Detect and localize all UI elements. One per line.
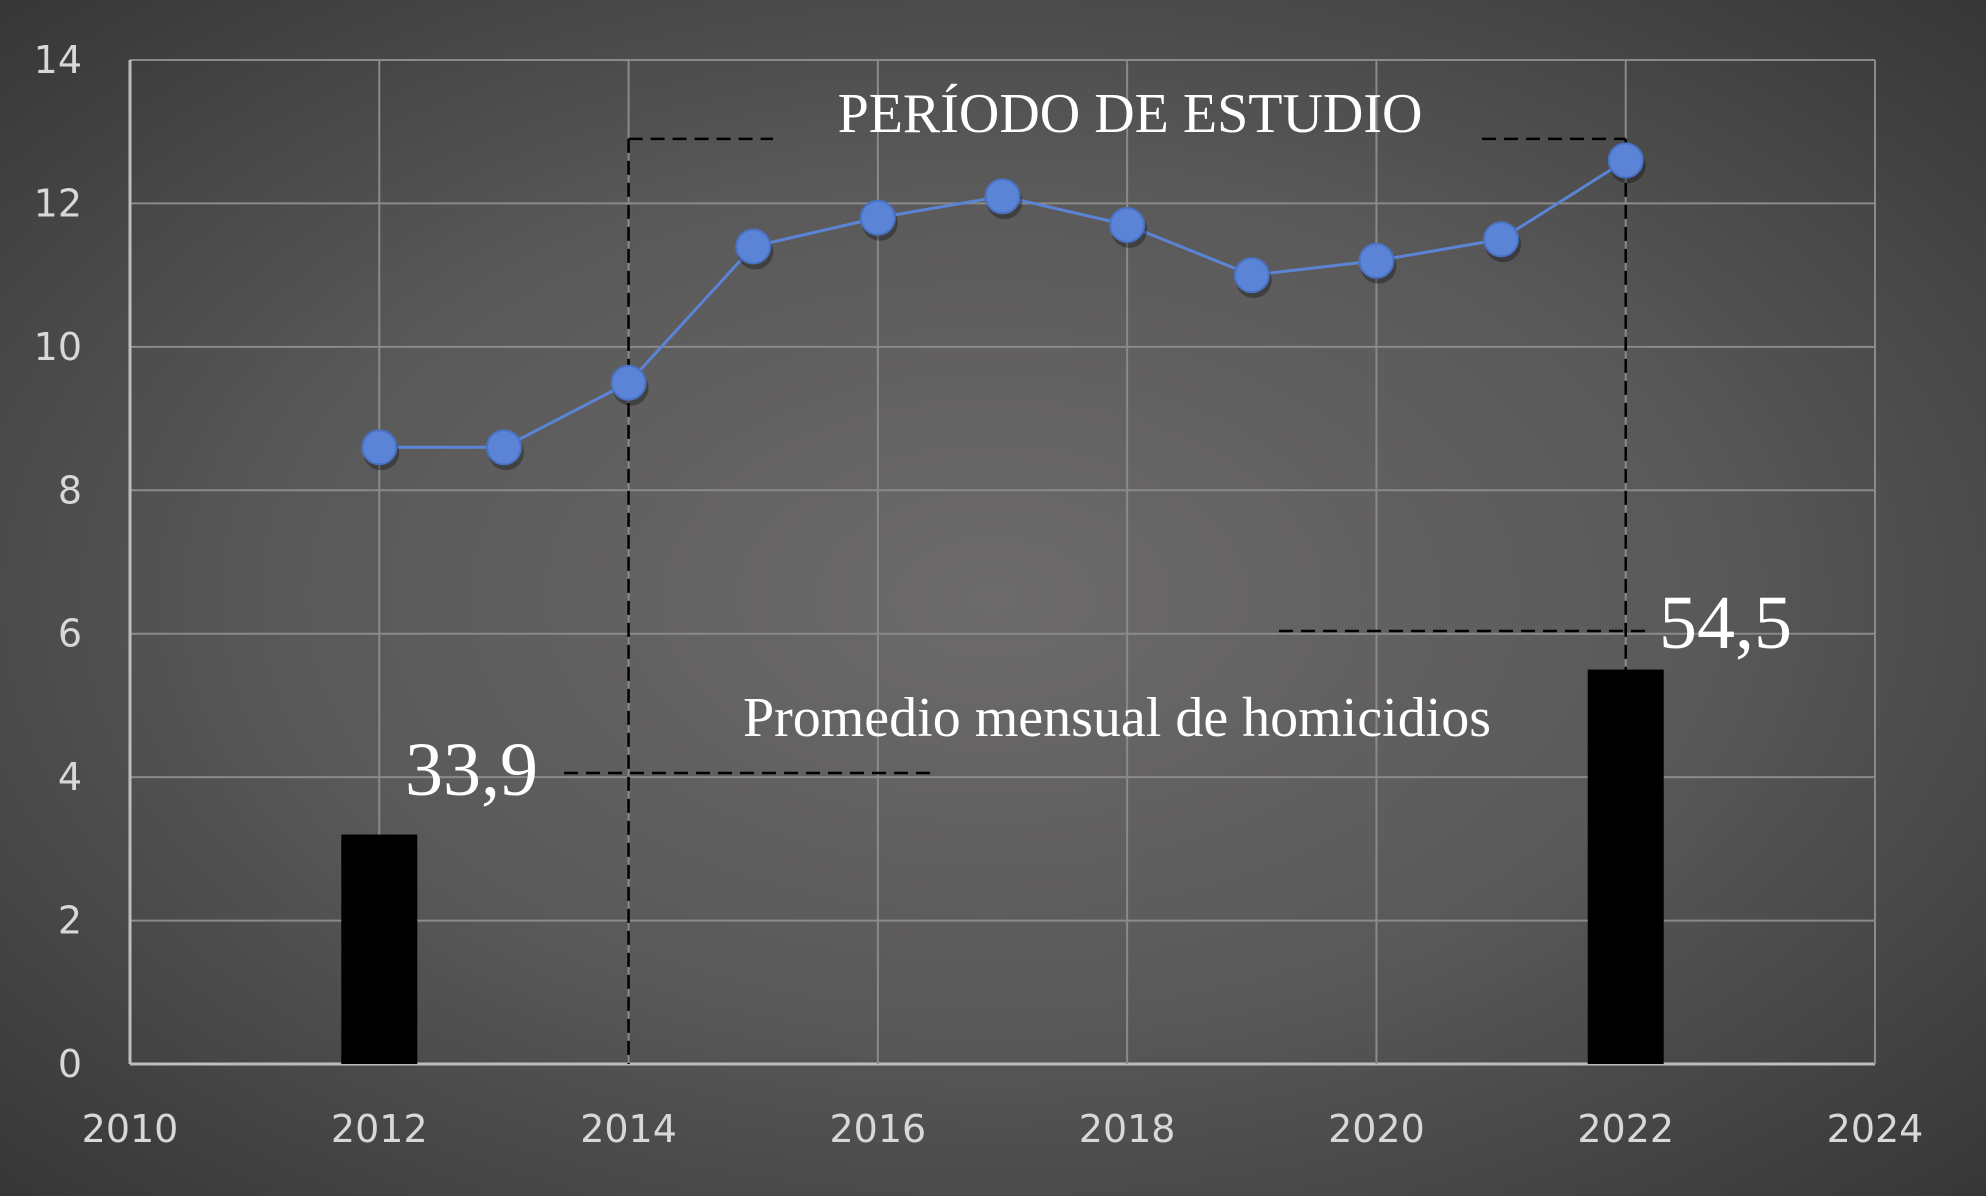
data-point-2022 <box>1607 142 1644 179</box>
y-tick-label: 12 <box>34 181 82 225</box>
data-point-2016 <box>859 199 896 236</box>
period-label: PERÍODO DE ESTUDIO <box>838 83 1423 145</box>
bar-label-2012: 33,9 <box>405 728 538 812</box>
y-axis-ticks: 0 2 4 6 8 10 12 14 <box>34 38 82 1086</box>
x-tick-label: 2016 <box>829 1107 926 1151</box>
line-series <box>361 142 1646 471</box>
y-tick-label: 6 <box>58 612 82 656</box>
data-point-2014 <box>610 364 647 401</box>
x-tick-label: 2010 <box>82 1107 179 1151</box>
x-tick-label: 2022 <box>1577 1107 1674 1151</box>
x-axis-ticks: 2010 2012 2014 2016 2018 2020 2022 2024 <box>82 1107 1924 1151</box>
y-tick-label: 2 <box>58 899 82 943</box>
y-tick-label: 4 <box>58 755 82 799</box>
period-guides <box>564 137 1647 1064</box>
x-tick-label: 2020 <box>1328 1107 1425 1151</box>
data-point-2021 <box>1483 221 1520 258</box>
x-tick-label: 2012 <box>331 1107 428 1151</box>
bar-label-2022: 54,5 <box>1659 581 1792 665</box>
x-tick-label: 2024 <box>1827 1107 1924 1151</box>
data-point-2013 <box>485 429 522 466</box>
data-point-2019 <box>1233 257 1270 294</box>
data-point-2018 <box>1109 206 1146 243</box>
x-tick-label: 2018 <box>1079 1107 1176 1151</box>
data-point-2017 <box>984 178 1021 215</box>
y-tick-label: 10 <box>34 325 82 369</box>
data-point-2020 <box>1358 242 1395 279</box>
y-tick-label: 8 <box>58 468 82 512</box>
subtitle-label: Promedio mensual de homicidios <box>743 687 1491 749</box>
y-tick-label: 14 <box>34 38 82 82</box>
x-tick-label: 2014 <box>580 1107 677 1151</box>
data-point-2012 <box>361 429 398 466</box>
bar-2012 <box>341 834 418 1064</box>
data-point-2015 <box>735 228 772 265</box>
y-tick-label: 0 <box>58 1042 82 1086</box>
